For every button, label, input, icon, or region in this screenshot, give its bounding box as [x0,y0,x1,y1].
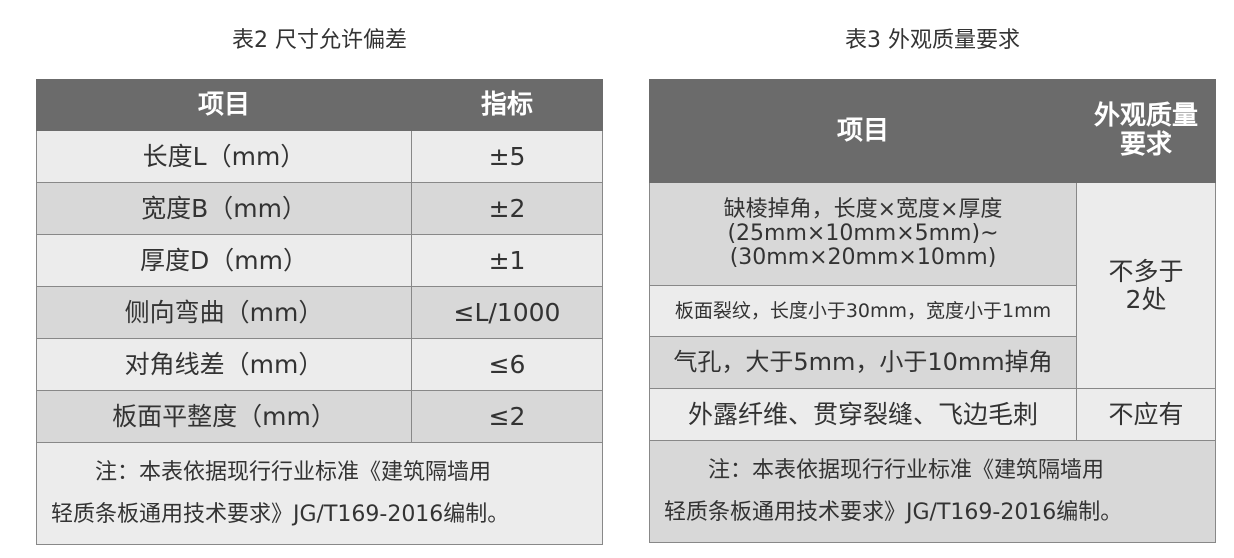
cell: ≤2 [411,390,603,443]
cell: 对角线差（mm） [36,338,412,391]
cell: 宽度B（mm） [36,182,412,235]
cell: ≤6 [411,338,603,391]
header-cell: 指标 [411,79,603,131]
cell: 厚度D（mm） [36,234,412,287]
row: 厚度D（mm） ±1 [36,234,603,287]
cell: 长度L（mm） [36,130,412,183]
cell: ±1 [411,234,603,287]
cell: 板面平整度（mm） [36,390,412,443]
note-row: 注：本表依据现行行业标准《建筑隔墙用 轻质条板通用技术要求》JG/T169-20… [649,440,1216,543]
row: 对角线差（mm） ≤6 [36,338,603,391]
row: 缺棱掉角，长度×宽度×厚度 (25mm×10mm×5mm)~ (30mm×20m… [649,182,1216,389]
header-row: 项目 指标 [36,79,603,131]
cell: 板面裂纹，长度小于30mm，宽度小于1mm [649,285,1077,337]
cell: 气孔，大于5mm，小于10mm掉角 [649,336,1077,389]
cell: 侧向弯曲（mm） [36,286,412,339]
row: 外露纤维、贯穿裂缝、飞边毛刺 不应有 [649,388,1216,441]
cell: ±2 [411,182,603,235]
row: 长度L（mm） ±5 [36,130,603,183]
cell: 外露纤维、贯穿裂缝、飞边毛刺 [649,388,1077,441]
cell: 不多于 2处 [1076,182,1216,389]
note-row: 注：本表依据现行行业标准《建筑隔墙用 轻质条板通用技术要求》JG/T169-20… [36,442,603,545]
table-title: 表2 尺寸允许偏差 [232,28,407,53]
cell: 不应有 [1076,388,1216,441]
note: 注：本表依据现行行业标准《建筑隔墙用 轻质条板通用技术要求》JG/T169-20… [649,440,1216,543]
cell: ≤L/1000 [411,286,603,339]
row: 侧向弯曲（mm） ≤L/1000 [36,286,603,339]
row: 气孔，大于5mm，小于10mm掉角 [649,336,1216,389]
cell: ±5 [411,130,603,183]
cell: 缺棱掉角，长度×宽度×厚度 (25mm×10mm×5mm)~ (30mm×20m… [649,182,1077,286]
header-cell: 外观质量 要求 [1076,79,1216,183]
header-cell: 项目 [36,79,412,131]
note: 注：本表依据现行行业标准《建筑隔墙用 轻质条板通用技术要求》JG/T169-20… [36,442,603,545]
table-title: 表3 外观质量要求 [845,28,1020,53]
header-cell: 项目 [649,79,1077,183]
header-row: 项目 外观质量 要求 [649,79,1216,183]
table: 项目 指标 长度L（mm） ±5 宽度B（mm） ±2 厚度D（mm） ±1 侧向弯曲（mm） ≤… [36,79,603,545]
table: 项目 外观质量 要求 缺棱掉角，长度×宽度×厚度 (25mm×10mm×5mm)~ … [649,79,1216,543]
row: 板面裂纹，长度小于30mm，宽度小于1mm [649,285,1216,337]
row: 宽度B（mm） ±2 [36,182,603,235]
row: 板面平整度（mm） ≤2 [36,390,603,443]
